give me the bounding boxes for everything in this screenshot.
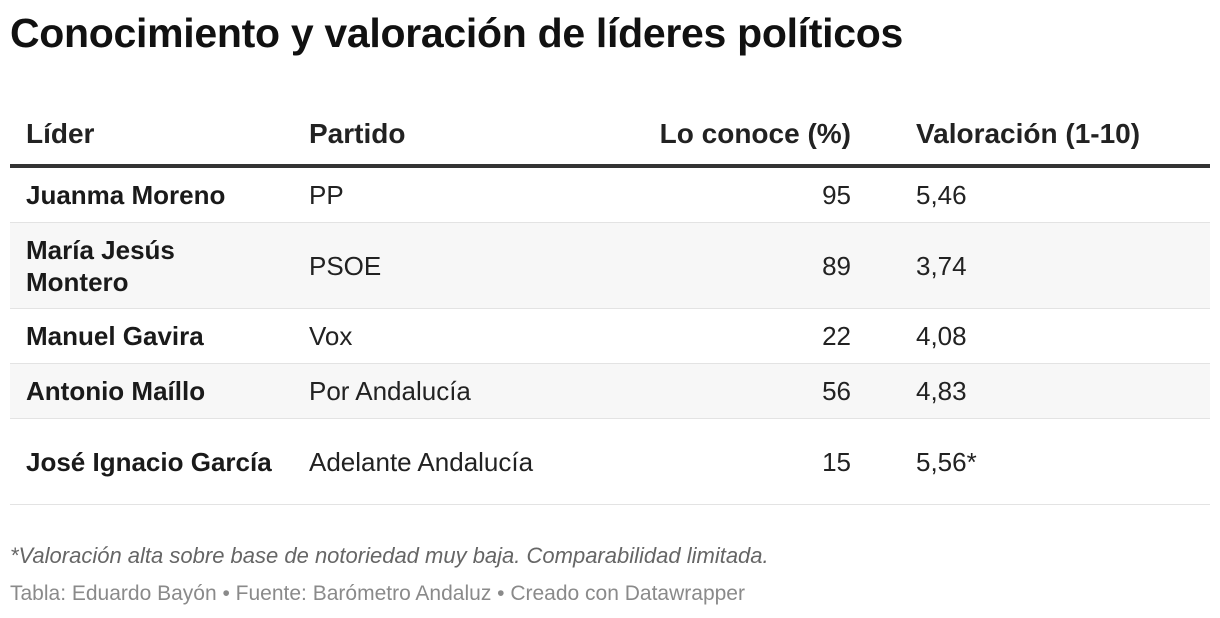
- table-note: *Valoración alta sobre base de notorieda…: [10, 543, 769, 568]
- cell-lider: Antonio Maíllo: [26, 376, 206, 406]
- cell-partido: PP: [309, 180, 344, 210]
- cell-conoce: 56: [822, 376, 851, 406]
- cell-partido: Vox: [309, 321, 353, 351]
- table-row: Juanma Moreno PP 95 5,46: [10, 168, 1210, 223]
- chart-title: Conocimiento y valoración de líderes pol…: [10, 10, 903, 56]
- cell-partido: Por Andalucía: [309, 376, 471, 406]
- cell-lider: María Jesús Montero: [26, 234, 175, 297]
- source-footer: Tabla: Eduardo Bayón • Fuente: Barómetro…: [10, 582, 745, 605]
- table-row: Antonio Maíllo Por Andalucía 56 4,83: [10, 364, 1210, 419]
- cell-conoce: 22: [822, 321, 851, 351]
- cell-valoracion: 4,08: [916, 321, 967, 351]
- cell-lider: José Ignacio García: [26, 446, 272, 477]
- column-header-lider[interactable]: Líder: [26, 118, 95, 149]
- cell-lider: Manuel Gavira: [26, 321, 204, 351]
- cell-partido: PSOE: [309, 250, 382, 281]
- cell-valoracion: 4,83: [916, 376, 967, 406]
- table-row: José Ignacio García Adelante Andalucía 1…: [10, 419, 1210, 505]
- data-table: Líder Partido Lo conoce (%) Valoración (…: [10, 100, 1210, 505]
- column-header-valoracion[interactable]: Valoración (1-10): [916, 118, 1141, 149]
- cell-valoracion: 3,74: [916, 250, 967, 281]
- cell-conoce: 15: [822, 446, 851, 477]
- cell-valoracion: 5,46: [916, 180, 967, 210]
- table-header: Líder Partido Lo conoce (%) Valoración (…: [10, 100, 1210, 168]
- column-header-conoce[interactable]: Lo conoce (%): [659, 118, 851, 149]
- column-header-partido[interactable]: Partido: [309, 118, 406, 149]
- cell-conoce: 95: [822, 180, 851, 210]
- cell-valoracion: 5,56*: [916, 446, 977, 477]
- table-row: María Jesús Montero PSOE 89 3,74: [10, 223, 1210, 309]
- cell-partido: Adelante Andalucía: [309, 446, 534, 477]
- table-row: Manuel Gavira Vox 22 4,08: [10, 309, 1210, 364]
- cell-conoce: 89: [822, 250, 851, 281]
- cell-lider: Juanma Moreno: [26, 180, 226, 210]
